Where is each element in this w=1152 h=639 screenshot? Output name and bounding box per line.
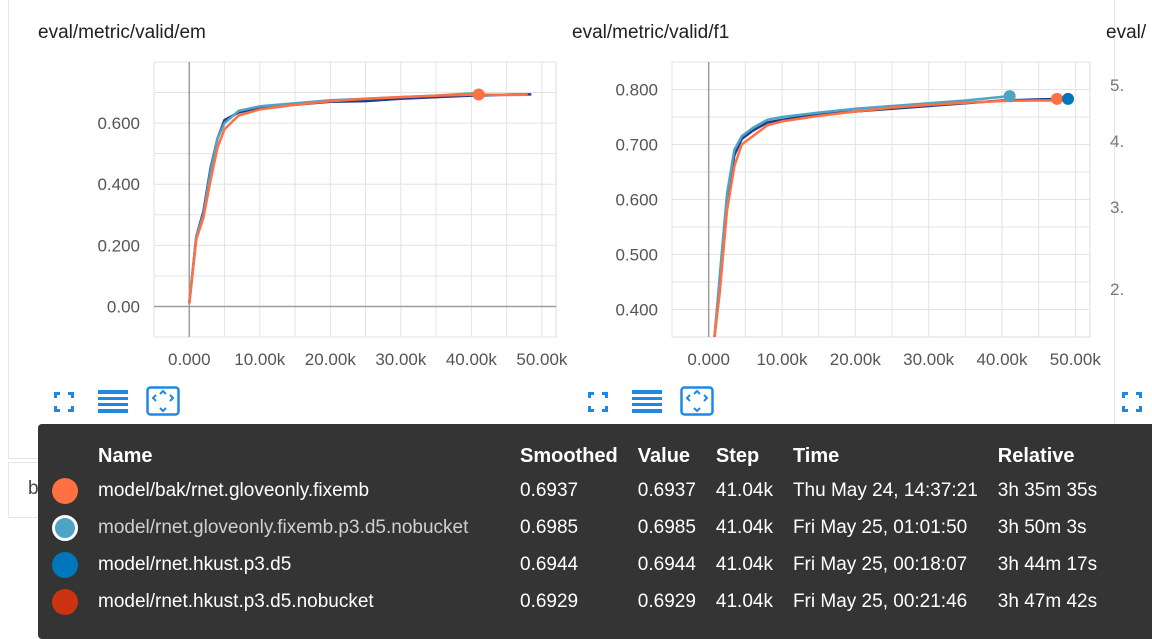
y-tick-label: 0.800	[615, 81, 658, 100]
step-value: 41.04k	[715, 590, 773, 612]
header-name: Name	[98, 444, 153, 467]
relative-value: 3h 47m 42s	[997, 590, 1098, 612]
f1-line-chart[interactable]: 0.400 0.500 0.600 0.700 0.800 0.000 10.00k 20.0…	[540, 50, 1101, 380]
header-relative: Relative	[997, 444, 1075, 467]
fit-domain-icon[interactable]	[52, 390, 76, 419]
tooltip-row: model/bak/rnet.gloveonly.fixemb 0.6937 0…	[38, 472, 1107, 509]
y-tick-label: 0.00	[107, 297, 140, 316]
toggle-log-icon[interactable]	[632, 388, 662, 421]
run-name: model/rnet.gloveonly.fixemb.p3.d5.nobuck…	[98, 516, 469, 538]
y-tick-label: 0.500	[615, 246, 658, 265]
series-line	[188, 93, 532, 304]
relative-value: 3h 35m 35s	[997, 479, 1098, 501]
chart-title-f1: eval/metric/valid/f1	[572, 22, 730, 43]
raw-value: 0.6937	[637, 479, 696, 501]
third-chart-ytick-4: 2.	[1110, 280, 1125, 299]
smoothed-value: 0.6937	[520, 479, 579, 501]
series-line	[188, 93, 528, 304]
x-tick-label: 10.00k	[234, 350, 286, 369]
third-chart-ytick-2: 4.	[1110, 132, 1125, 151]
step-value: 41.04k	[715, 516, 773, 538]
third-chart-ytick-1: 5.	[1110, 76, 1125, 95]
x-tick-label: 0.000	[687, 350, 730, 369]
relative-value: 3h 44m 17s	[997, 553, 1098, 575]
raw-value: 0.6929	[637, 590, 696, 612]
header-smoothed: Smoothed	[520, 444, 618, 467]
x-tick-label: 50.00k	[1050, 350, 1102, 369]
hover-point-marker	[1003, 90, 1016, 103]
series-line	[713, 99, 1057, 337]
chart-title-third: eval/	[1106, 22, 1147, 43]
hover-point-marker	[1062, 92, 1074, 105]
fit-domain-icon[interactable]	[1120, 390, 1144, 419]
fit-domain-icon[interactable]	[586, 390, 610, 419]
x-tick-label: 40.00k	[976, 350, 1028, 369]
series-line	[713, 94, 1010, 337]
time-value: Fri May 25, 01:01:50	[792, 516, 968, 538]
swatch-header	[38, 440, 88, 472]
y-tick-label: 0.600	[615, 191, 658, 210]
x-tick-label: 10.00k	[756, 350, 808, 369]
x-tick-label: 40.00k	[446, 350, 498, 369]
series-line	[713, 97, 1069, 337]
y-tick-label: 0.400	[97, 175, 140, 194]
em-line-chart[interactable]: 0.00 0.200 0.400 0.600 0.000 10.00k 20.00k 30.0…	[0, 50, 568, 380]
y-tick-label: 0.400	[615, 301, 658, 320]
run-color-swatch	[52, 514, 78, 541]
tooltip-table: Name Smoothed Value Step Time Relative m…	[38, 440, 1107, 620]
x-tick-label: 20.00k	[830, 350, 882, 369]
hover-point-marker	[1051, 92, 1063, 105]
run-name: model/bak/rnet.gloveonly.fixemb	[98, 479, 370, 501]
relative-value: 3h 50m 3s	[997, 516, 1087, 538]
y-tick-label: 0.700	[615, 136, 658, 155]
x-tick-label: 50.00k	[516, 350, 568, 369]
smoothed-value: 0.6929	[520, 590, 579, 612]
tooltip-row: model/rnet.gloveonly.fixemb.p3.d5.nobuck…	[38, 509, 1107, 546]
expand-icon[interactable]	[146, 386, 180, 421]
header-step: Step	[715, 444, 760, 467]
run-color-swatch	[52, 477, 78, 504]
chart-card-f1	[574, 0, 1115, 458]
x-tick-label: 30.00k	[903, 350, 955, 369]
y-tick-label: 0.200	[97, 236, 140, 255]
tooltip-header-row: Name Smoothed Value Step Time Relative	[38, 440, 1107, 472]
run-name: model/rnet.hkust.p3.d5	[98, 553, 292, 575]
raw-value: 0.6985	[637, 516, 696, 538]
y-tick-label: 0.600	[97, 114, 140, 133]
hover-point-marker	[472, 88, 485, 101]
plot-area	[153, 61, 557, 338]
tooltip-row: model/rnet.hkust.p3.d5.nobucket 0.6929 0…	[38, 583, 1107, 620]
time-value: Fri May 25, 00:18:07	[792, 553, 968, 575]
chart-title-em: eval/metric/valid/em	[38, 22, 206, 43]
x-tick-label: 20.00k	[305, 350, 357, 369]
data-tooltip: Name Smoothed Value Step Time Relative m…	[38, 424, 1152, 639]
header-time: Time	[792, 444, 840, 467]
series-line	[188, 91, 479, 304]
time-value: Fri May 25, 00:21:46	[792, 590, 968, 612]
run-color-swatch	[52, 588, 78, 615]
chart-card-em	[8, 0, 576, 459]
run-color-swatch	[52, 551, 78, 578]
run-name: model/rnet.hkust.p3.d5.nobucket	[98, 590, 374, 612]
tooltip-row: model/rnet.hkust.p3.d5 0.6944 0.6944 41.…	[38, 546, 1107, 583]
third-chart-ytick-3: 3.	[1110, 198, 1125, 217]
time-value: Thu May 24, 14:37:21	[792, 479, 978, 501]
x-tick-label: 0.000	[168, 350, 211, 369]
toggle-log-icon[interactable]	[98, 388, 128, 421]
x-tick-label: 30.00k	[375, 350, 427, 369]
header-value: Value	[637, 444, 691, 467]
smoothed-value: 0.6985	[520, 516, 579, 538]
step-value: 41.04k	[715, 553, 773, 575]
expand-icon[interactable]	[680, 386, 714, 421]
smoothed-value: 0.6944	[520, 553, 579, 575]
raw-value: 0.6944	[637, 553, 696, 575]
step-value: 41.04k	[715, 479, 773, 501]
